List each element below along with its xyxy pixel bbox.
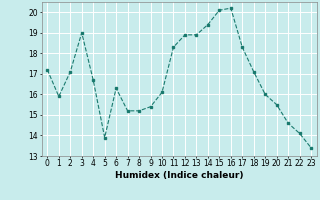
X-axis label: Humidex (Indice chaleur): Humidex (Indice chaleur) (115, 171, 244, 180)
